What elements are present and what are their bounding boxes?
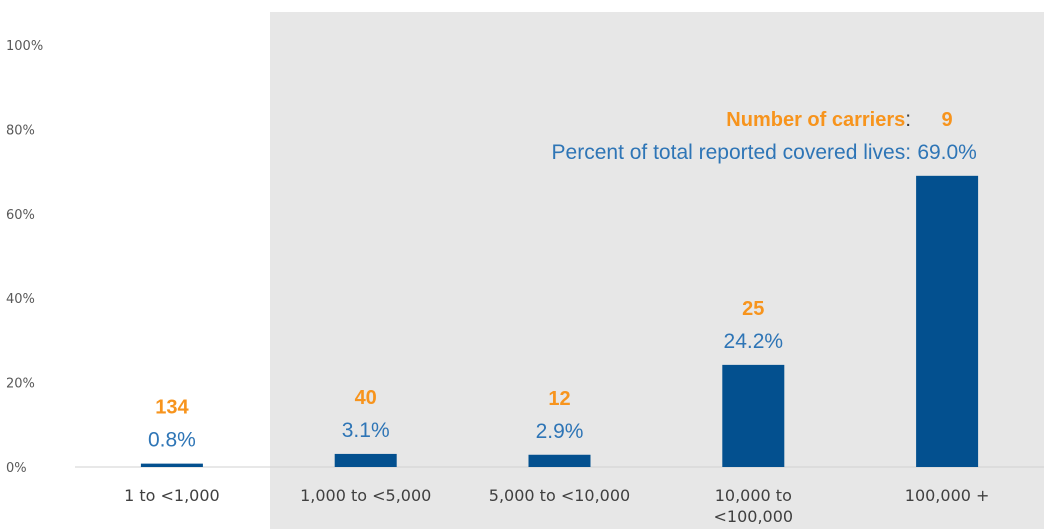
bar-annotations: 0.8% 134 3.1% 40 2.9% 12 24.2% 25 69.0% 9 [148, 109, 977, 452]
legend-count-row: Number of carriers: [726, 108, 911, 131]
y-tick-label: 40% [6, 292, 35, 307]
y-tick-label: 100% [6, 39, 43, 54]
bar [916, 175, 979, 467]
legend-percent-row: Percent of total reported covered lives: [552, 141, 912, 164]
bars [140, 175, 979, 467]
y-tick-label: 60% [6, 208, 35, 223]
shaded-region [270, 12, 1044, 529]
carrier-count-label: 134 [155, 397, 189, 419]
bar [528, 454, 591, 467]
bar [722, 364, 785, 467]
percent-label: 0.8% [148, 429, 196, 452]
percent-label: 24.2% [724, 330, 784, 353]
annotation-legend: Number of carriers: Percent of total rep… [552, 108, 912, 164]
carrier-count-label: 9 [942, 109, 953, 131]
x-tick-label: <100,000 [714, 507, 794, 526]
y-tick-label: 20% [6, 377, 35, 392]
legend-count-colon: : [905, 108, 911, 131]
y-tick-label: 80% [6, 123, 35, 138]
legend-percent-label: Percent of total reported covered lives [552, 141, 906, 164]
carrier-count-label: 40 [355, 387, 377, 409]
carrier-count-label: 12 [548, 388, 570, 410]
x-tick-label: 1 to <1,000 [124, 486, 220, 505]
bar [140, 463, 203, 467]
carrier-count-label: 25 [742, 298, 764, 320]
legend-percent-colon: : [905, 141, 911, 164]
percent-label: 69.0% [917, 141, 977, 164]
x-tick-label: 100,000 + [905, 486, 990, 505]
bar [334, 453, 397, 467]
legend-count-label: Number of carriers [726, 109, 905, 131]
percent-label: 3.1% [342, 419, 390, 442]
x-tick-label: 10,000 to [715, 486, 792, 505]
y-axis: 0% 20% 40% 60% 80% 100% [6, 39, 43, 476]
y-tick-label: 0% [6, 461, 27, 476]
percent-label: 2.9% [536, 420, 584, 443]
x-axis-labels: 1 to <1,000 1,000 to <5,000 5,000 to <10,0… [124, 486, 989, 526]
x-tick-label: 5,000 to <10,000 [489, 486, 630, 505]
x-tick-label: 1,000 to <5,000 [300, 486, 431, 505]
